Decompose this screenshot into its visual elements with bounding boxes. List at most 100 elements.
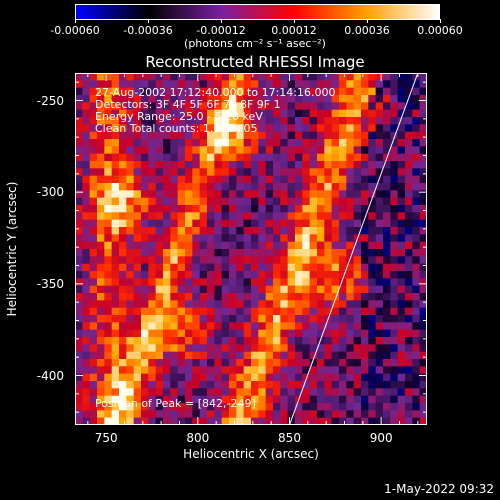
heatmap-cell — [199, 271, 208, 279]
heatmap-cell — [397, 417, 406, 425]
heatmap-cell — [163, 175, 171, 184]
heatmap-cell — [405, 73, 413, 81]
heatmap-cell — [390, 146, 398, 154]
heatmap-cell — [177, 395, 186, 404]
heatmap-cell — [82, 278, 90, 286]
heatmap-cell — [163, 395, 171, 404]
heatmap-cell — [185, 73, 193, 81]
heatmap-cell — [331, 256, 340, 264]
heatmap-cell — [155, 131, 164, 140]
heatmap-cell — [390, 168, 398, 176]
heatmap-cell — [397, 307, 406, 316]
heatmap-cell — [390, 278, 398, 286]
heatmap-cell — [75, 124, 83, 132]
heatmap-cell — [126, 271, 134, 279]
heatmap-cell — [324, 175, 332, 184]
heatmap-cell — [339, 388, 347, 396]
heatmap-cell — [221, 219, 230, 228]
heatmap-cell — [273, 344, 281, 352]
heatmap-cell — [368, 205, 376, 213]
heatmap-cell — [192, 315, 200, 323]
heatmap-cell — [75, 322, 83, 330]
heatmap-cell — [221, 87, 230, 96]
heatmap-cell — [251, 131, 259, 140]
heatmap-cell — [390, 131, 398, 140]
heatmap-cell — [412, 109, 420, 118]
heatmap-cell — [221, 161, 230, 169]
heatmap-cell — [126, 344, 134, 352]
heatmap-cell — [258, 161, 266, 169]
heatmap-cell — [346, 124, 354, 132]
heatmap-cell — [133, 315, 142, 323]
heatmap-cell — [317, 197, 325, 206]
heatmap-cell — [309, 139, 318, 147]
heatmap-cell — [148, 307, 156, 316]
heatmap-cell — [177, 197, 186, 206]
heatmap-cell — [207, 256, 215, 264]
heatmap-cell — [97, 87, 105, 96]
heatmap-cell — [309, 241, 318, 250]
heatmap-cell — [419, 410, 427, 418]
heatmap-cell — [295, 337, 303, 345]
heatmap-cell — [295, 205, 303, 213]
heatmap-cell — [229, 109, 237, 118]
heatmap-cell — [339, 322, 347, 330]
heatmap-cell — [141, 205, 149, 213]
heatmap-cell — [192, 139, 200, 147]
heatmap-cell — [133, 241, 142, 250]
heatmap-cell — [302, 139, 310, 147]
heatmap-cell — [339, 153, 347, 162]
heatmap-cell — [75, 263, 83, 272]
heatmap-cell — [287, 168, 296, 176]
heatmap-cell — [346, 366, 354, 374]
heatmap-cell — [221, 359, 230, 367]
heatmap-cell — [287, 117, 296, 125]
heatmap-cell — [280, 117, 288, 125]
heatmap-cell — [75, 359, 83, 367]
heatmap-cell — [412, 249, 420, 257]
heatmap-cell — [361, 359, 369, 367]
heatmap-cell — [177, 381, 186, 389]
heatmap-cell — [221, 73, 230, 81]
heatmap-cell — [412, 124, 420, 132]
heatmap-cell — [133, 373, 142, 382]
heatmap-cell — [339, 175, 347, 184]
heatmap-cell — [412, 366, 420, 374]
heatmap-cell — [331, 307, 340, 316]
heatmap-cell — [199, 161, 208, 169]
heatmap-cell — [346, 212, 354, 220]
heatmap-cell — [141, 359, 149, 367]
colorbar — [75, 4, 440, 20]
heatmap-cell — [265, 117, 274, 125]
heatmap-cell — [148, 131, 156, 140]
heatmap-cell — [331, 161, 340, 169]
heatmap-cell — [82, 131, 90, 140]
heatmap-cell — [324, 241, 332, 250]
heatmap-cell — [199, 351, 208, 360]
heatmap-cell — [368, 109, 376, 118]
heatmap-cell — [170, 359, 178, 367]
heatmap-cell — [97, 131, 105, 140]
heatmap-cell — [170, 139, 178, 147]
heatmap-cell — [295, 161, 303, 169]
heatmap-cell — [148, 293, 156, 301]
heatmap-cell — [295, 373, 303, 382]
heatmap-cell — [368, 146, 376, 154]
heatmap-cell — [185, 212, 193, 220]
heatmap-cell — [82, 300, 90, 308]
heatmap-cell — [141, 351, 149, 360]
heatmap-cell — [295, 146, 303, 154]
heatmap-cell — [419, 102, 427, 110]
heatmap-cell — [302, 241, 310, 250]
heatmap-cell — [97, 300, 105, 308]
heatmap-cell — [390, 87, 398, 96]
heatmap-cell — [104, 205, 112, 213]
colorbar-tick-label: -0.00012 — [196, 24, 246, 37]
heatmap-cell — [207, 95, 215, 103]
heatmap-cell — [82, 344, 90, 352]
heatmap-cell — [148, 146, 156, 154]
heatmap-cell — [75, 388, 83, 396]
heatmap-cell — [185, 395, 193, 404]
heatmap-cell — [185, 131, 193, 140]
heatmap-cell — [170, 278, 178, 286]
